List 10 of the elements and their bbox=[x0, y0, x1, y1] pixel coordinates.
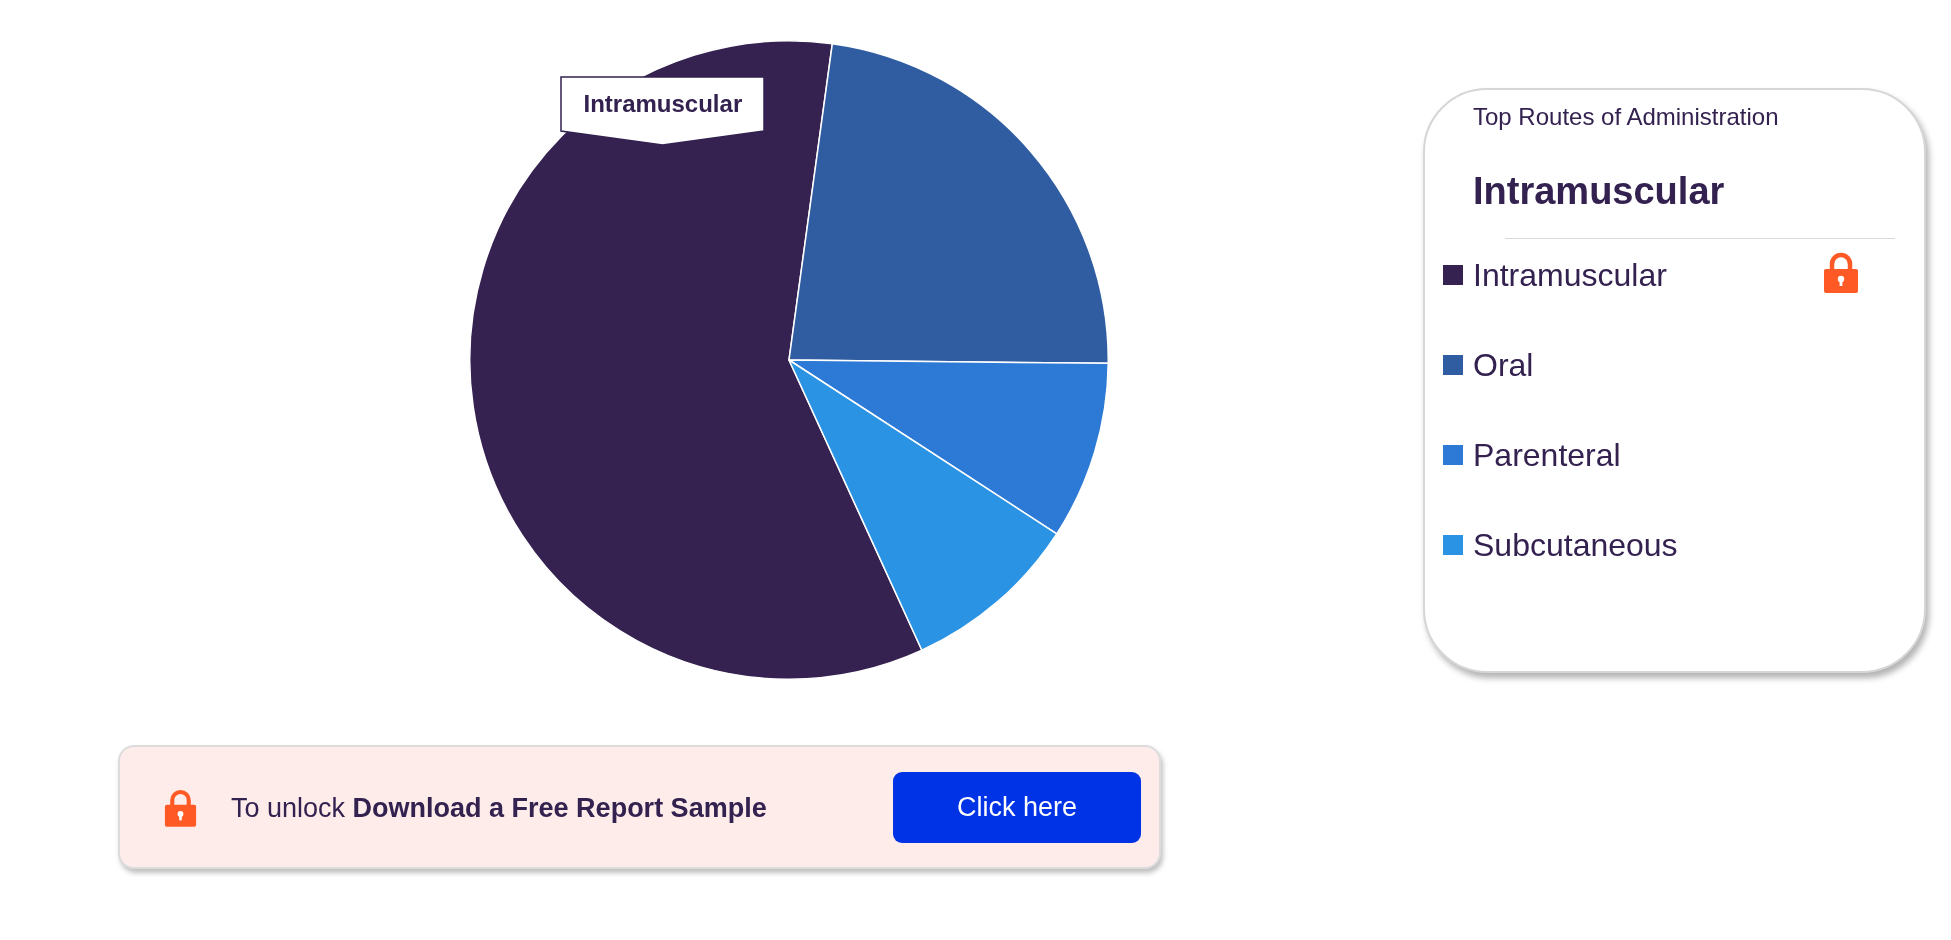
slice-label: Intramuscular bbox=[582, 89, 744, 120]
text: Click here bbox=[955, 791, 1078, 824]
text: Download a Free Report Sample bbox=[352, 793, 767, 823]
text: To unlock bbox=[231, 793, 346, 823]
text: Intramuscular bbox=[1473, 169, 1725, 214]
legend-label: Intramuscular bbox=[1473, 256, 1667, 295]
legend-title: Top Routes of Administration bbox=[1473, 102, 1779, 132]
legend-label: Subcutaneous bbox=[1473, 526, 1678, 565]
legend-label: Parenteral bbox=[1473, 436, 1621, 475]
legend-label: Oral bbox=[1473, 346, 1534, 385]
